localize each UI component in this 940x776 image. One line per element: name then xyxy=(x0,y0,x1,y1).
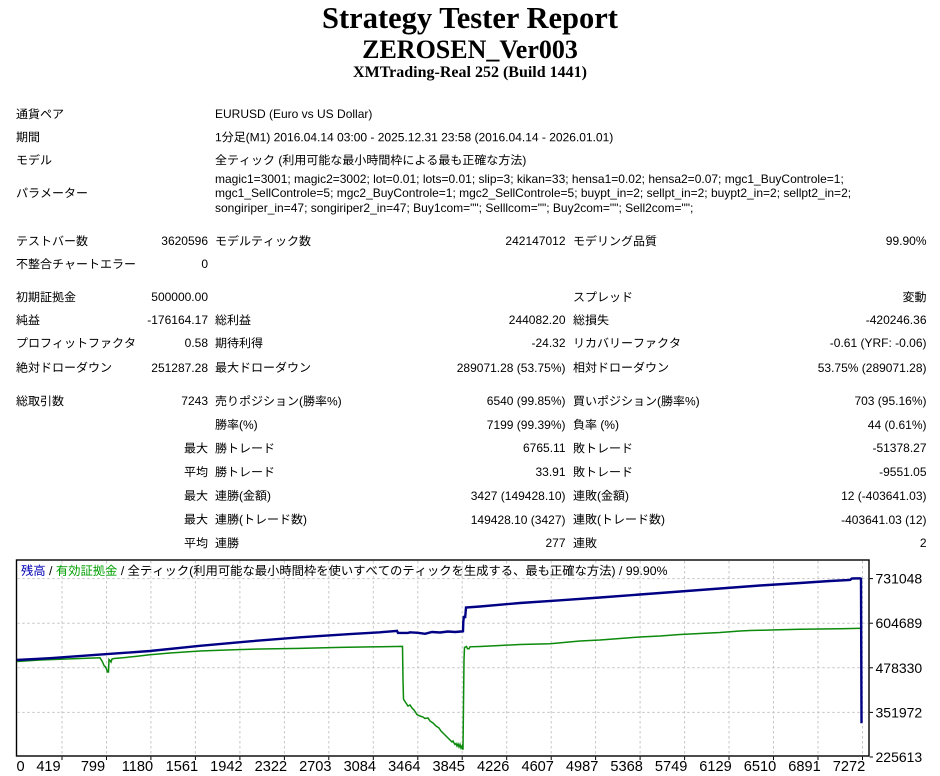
svg-text:604689: 604689 xyxy=(876,615,923,631)
svg-text:5368: 5368 xyxy=(610,759,642,775)
svg-text:3084: 3084 xyxy=(344,759,376,775)
svg-text:799: 799 xyxy=(81,759,105,775)
svg-text:6891: 6891 xyxy=(788,759,820,775)
svg-text:4987: 4987 xyxy=(566,759,598,775)
svg-text:0: 0 xyxy=(16,759,24,775)
svg-text:4607: 4607 xyxy=(521,759,553,775)
svg-text:5749: 5749 xyxy=(655,759,687,775)
svg-text:7272: 7272 xyxy=(833,759,865,775)
svg-text:225613: 225613 xyxy=(876,749,923,765)
svg-text:2322: 2322 xyxy=(255,759,287,775)
svg-text:419: 419 xyxy=(36,759,60,775)
svg-text:1180: 1180 xyxy=(122,759,153,775)
svg-text:3845: 3845 xyxy=(432,759,464,775)
svg-text:1561: 1561 xyxy=(166,759,198,775)
svg-text:478330: 478330 xyxy=(876,660,923,676)
svg-text:2703: 2703 xyxy=(299,759,331,775)
svg-text:731048: 731048 xyxy=(876,571,923,587)
svg-text:4226: 4226 xyxy=(477,759,509,775)
svg-text:3464: 3464 xyxy=(388,759,420,775)
svg-text:6510: 6510 xyxy=(744,759,776,775)
svg-text:1942: 1942 xyxy=(210,759,242,775)
svg-text:351972: 351972 xyxy=(876,704,923,720)
svg-text:6129: 6129 xyxy=(699,759,731,775)
